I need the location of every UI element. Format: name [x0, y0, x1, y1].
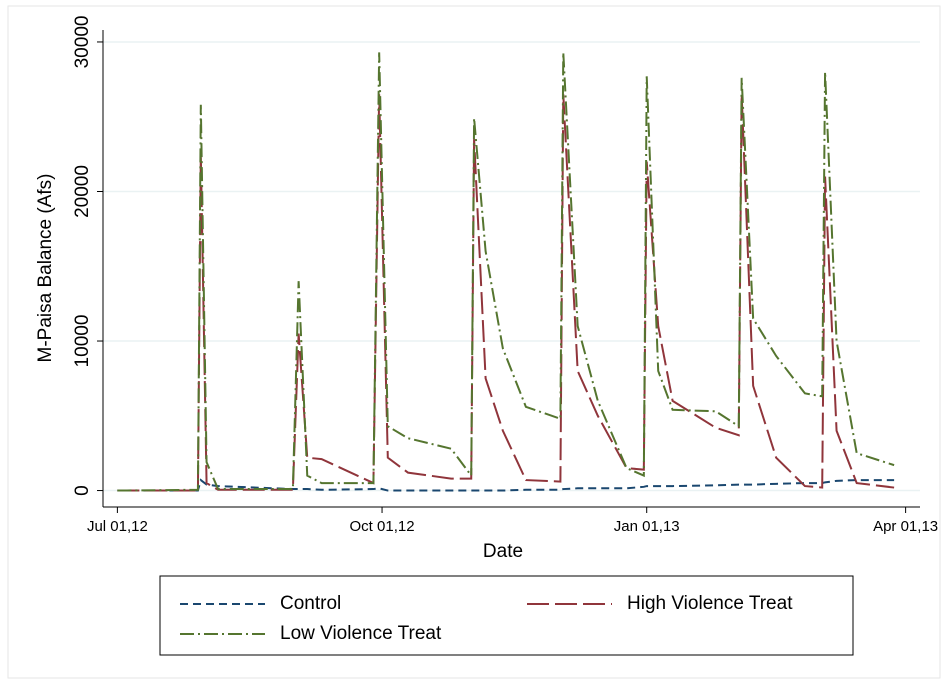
legend-box [159, 575, 854, 656]
y-tick-label: 30000 [72, 16, 93, 69]
x-tick-label: Jan 01,13 [614, 518, 680, 535]
legend-label: Control [280, 593, 341, 614]
y-axis-title: M-Paisa Balance (Afs) [35, 173, 56, 362]
x-tick-label: Oct 01,12 [350, 518, 415, 535]
x-tick-label: Apr 01,13 [873, 518, 938, 535]
x-tick-label: Jul 01,12 [87, 518, 148, 535]
y-tick-label: 20000 [72, 165, 93, 218]
legend-label: High Violence Treat [627, 593, 793, 614]
chart-frame [7, 5, 941, 679]
y-tick-label: 0 [72, 485, 93, 496]
series-line [117, 52, 895, 492]
y-tick-label: 10000 [72, 315, 93, 368]
series-line [117, 94, 895, 492]
legend-label: Low Violence Treat [280, 623, 442, 644]
x-axis-title: Date [483, 541, 523, 562]
